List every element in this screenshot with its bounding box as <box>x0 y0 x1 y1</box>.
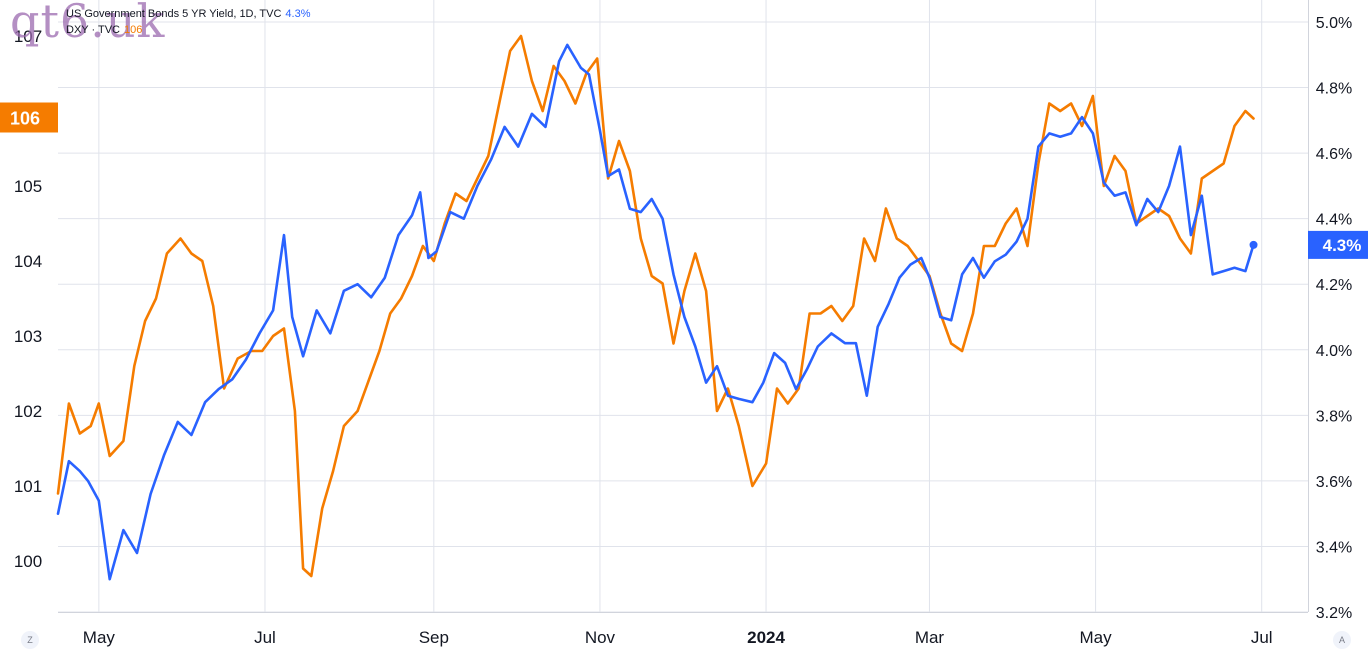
time-axis-tick-label: Sep <box>419 628 449 647</box>
right-axis-tick-label: 4.8% <box>1316 81 1352 98</box>
grid-lines <box>58 0 1309 613</box>
right-axis-tick-label: 3.4% <box>1316 539 1352 556</box>
series-layer <box>56 34 1258 581</box>
legend: US Government Bonds 5 YR Yield, 1D, TVC 4… <box>66 6 311 38</box>
time-axis-tick-label: May <box>83 628 116 647</box>
time-axis-tick-label: Jul <box>254 628 276 647</box>
left-axis-tick-label: 105 <box>14 177 42 196</box>
left-axis-tick-label: 100 <box>14 552 42 571</box>
right-axis-tick-label: 5.0% <box>1316 15 1352 32</box>
right-axis-tick-label: 3.8% <box>1316 408 1352 425</box>
right-axis-tick-label: 4.2% <box>1316 277 1352 294</box>
watermark-logo: qt6.uk <box>10 0 166 48</box>
zoom-reset-button[interactable]: Z <box>21 631 39 649</box>
left-axis-tick-label: 107 <box>14 27 42 46</box>
right-axis-tick-label: 3.6% <box>1316 474 1352 491</box>
time-axis-tick-label: Nov <box>585 628 616 647</box>
legend-yield-text: US Government Bonds 5 YR Yield, 1D, TVC <box>66 8 282 20</box>
yield-price-label: 4.3% <box>1323 236 1362 255</box>
left-axis-tick-label: 101 <box>14 477 42 496</box>
legend-dxy-text: DXY · TVC <box>66 24 120 36</box>
yield-series-line <box>56 43 1255 581</box>
yield-price-label-bg <box>1308 230 1368 259</box>
legend-series-dxy[interactable]: DXY · TVC 106 <box>66 22 311 38</box>
left-axis-tick-label: 104 <box>14 252 42 271</box>
left-axis-tick-label: 102 <box>14 402 42 421</box>
legend-yield-value: 4.3% <box>285 8 311 20</box>
right-axis-tick-label: 3.2% <box>1316 605 1352 622</box>
time-axis-tick-label: Jul <box>1251 628 1273 647</box>
legend-dxy-value: 106 <box>124 24 143 36</box>
right-axis-tick-label: 4.0% <box>1316 343 1352 360</box>
right-axis-tick-label: 4.4% <box>1316 212 1352 229</box>
time-axis-tick-label: Mar <box>915 628 945 647</box>
left-axis-tick-label: 103 <box>14 327 42 346</box>
legend-series-yield[interactable]: US Government Bonds 5 YR Yield, 1D, TVC 4… <box>66 6 311 22</box>
time-axis-tick-label: May <box>1080 628 1113 647</box>
yield-last-point <box>1249 240 1258 249</box>
time-axis[interactable]: May Jul Sep Nov 2024 Mar May Jul <box>83 628 1273 647</box>
price-labels: 106 4.3% <box>0 102 1368 259</box>
dxy-price-label-bg <box>0 102 58 133</box>
right-axis-tick-label: 4.6% <box>1316 146 1352 163</box>
time-axis-tick-label: 2024 <box>747 628 785 647</box>
dxy-price-label: 106 <box>10 109 40 129</box>
dxy-series-line <box>56 34 1255 578</box>
auto-scale-button[interactable]: A <box>1333 631 1351 649</box>
right-axis: 3.2% 3.4% 3.6% 3.8% 4.0% 4.2% 4.4% 4.6% 4.8% 5.0% <box>1316 15 1352 622</box>
